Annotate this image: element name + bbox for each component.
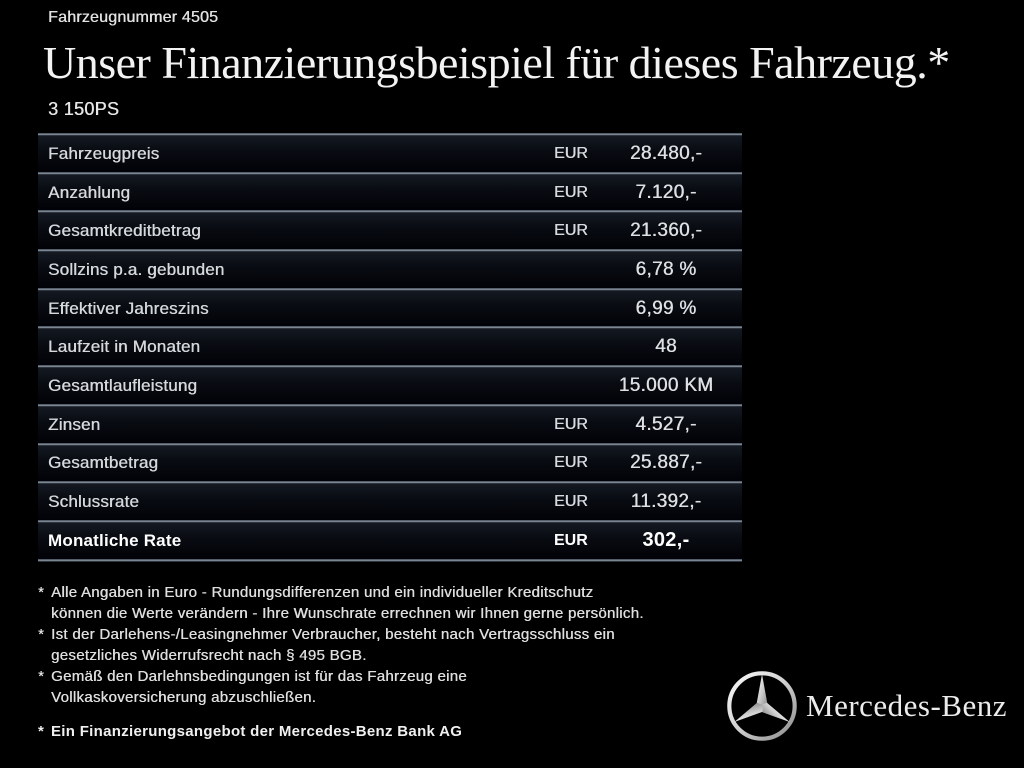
table-divider bbox=[38, 519, 742, 523]
row-value: 302,- bbox=[642, 529, 690, 552]
table-row: Anzahlung EUR 7.120,- bbox=[38, 174, 742, 211]
mercedes-star-icon bbox=[727, 671, 797, 741]
row-currency: EUR bbox=[554, 454, 588, 472]
table-row: Schlussrate EUR 11.392,- bbox=[38, 484, 742, 520]
table-divider bbox=[38, 133, 742, 136]
row-currency: EUR bbox=[554, 183, 588, 201]
row-label: Gesamtlaufleistung bbox=[48, 375, 198, 395]
row-value: 15.000 KM bbox=[618, 374, 714, 396]
row-currency: EUR bbox=[554, 222, 588, 240]
row-value: 4.527,- bbox=[635, 413, 697, 435]
row-label: Zinsen bbox=[48, 414, 101, 434]
table-row: Laufzeit in Monaten 48 bbox=[38, 329, 742, 366]
footnote-asterisk: * bbox=[38, 584, 45, 601]
footnote-line: Alle Angaben in Euro - Rundungsdifferenz… bbox=[51, 584, 594, 601]
footnotes: * Alle Angaben in Euro - Rundungsdiffere… bbox=[38, 582, 738, 742]
footnote-line: Ist der Darlehens-/Leasingnehmer Verbrau… bbox=[51, 626, 615, 643]
row-value: 6,78 % bbox=[635, 258, 697, 280]
table-row: Sollzins p.a. gebunden 6,78 % bbox=[38, 252, 742, 288]
footnote-bank-offer: * Ein Finanzierungsangebot der Mercedes-… bbox=[38, 721, 738, 742]
row-currency: EUR bbox=[554, 415, 588, 433]
page-title: Unser Finanzierungsbeispiel für dieses F… bbox=[43, 37, 950, 88]
footnote-asterisk: * bbox=[38, 668, 45, 685]
footnote-line: Ein Finanzierungsangebot der Mercedes-Be… bbox=[51, 723, 463, 740]
table-divider bbox=[38, 403, 742, 407]
footnote-line: Gemäß den Darlehnsbedingungen ist für da… bbox=[51, 668, 467, 685]
table-divider bbox=[38, 558, 742, 562]
table-divider bbox=[38, 365, 742, 369]
table-divider bbox=[38, 481, 742, 485]
row-currency: EUR bbox=[554, 144, 588, 162]
table-row: Zinsen EUR 4.527,- bbox=[38, 406, 742, 443]
row-value: 6,99 % bbox=[635, 297, 697, 319]
finance-table: Fahrzeugpreis EUR 28.480,- Anzahlung EUR… bbox=[38, 133, 742, 562]
table-row: Gesamtkreditbetrag EUR 21.360,- bbox=[38, 213, 742, 250]
row-label: Gesamtbetrag bbox=[48, 453, 159, 473]
table-divider bbox=[38, 287, 742, 291]
table-row: Gesamtbetrag EUR 25.887,- bbox=[38, 445, 742, 482]
table-divider bbox=[38, 442, 742, 446]
row-label: Anzahlung bbox=[48, 182, 131, 202]
table-divider bbox=[38, 171, 742, 175]
brand-area: Mercedes-Benz bbox=[724, 668, 1007, 744]
row-label: Laufzeit in Monaten bbox=[48, 337, 201, 357]
row-label: Gesamtkreditbetrag bbox=[48, 221, 201, 241]
table-divider bbox=[38, 210, 742, 214]
footnote: * Gemäß den Darlehnsbedingungen ist für … bbox=[38, 666, 738, 708]
row-value: 28.480,- bbox=[629, 142, 703, 164]
footnote-asterisk: * bbox=[38, 723, 45, 740]
footnote: * Ist der Darlehens-/Leasingnehmer Verbr… bbox=[38, 624, 738, 666]
row-label: Schlussrate bbox=[48, 492, 140, 512]
table-divider bbox=[38, 326, 742, 330]
row-value: 11.392,- bbox=[630, 491, 702, 513]
table-row: Fahrzeugpreis EUR 28.480,- bbox=[38, 136, 742, 172]
row-currency: EUR bbox=[554, 531, 588, 549]
table-row: Gesamtlaufleistung 15.000 KM bbox=[38, 368, 742, 404]
table-divider bbox=[38, 249, 742, 253]
row-value: 25.887,- bbox=[629, 452, 703, 474]
model-name: 3 150PS bbox=[48, 99, 120, 119]
mercedes-benz-wordmark: Mercedes-Benz bbox=[806, 688, 1008, 723]
footnote: * Alle Angaben in Euro - Rundungsdiffere… bbox=[38, 582, 738, 624]
row-label: Fahrzeugpreis bbox=[48, 143, 160, 163]
row-label: Monatliche Rate bbox=[48, 530, 182, 550]
row-currency: EUR bbox=[554, 493, 588, 511]
vehicle-number: Fahrzeugnummer 4505 bbox=[48, 9, 219, 26]
row-label: Effektiver Jahreszins bbox=[48, 298, 209, 318]
table-row-monthly-rate: Monatliche Rate EUR 302,- bbox=[38, 522, 742, 559]
footnote-line: gesetzliches Widerrufsrecht nach § 495 B… bbox=[51, 647, 367, 664]
row-label: Sollzins p.a. gebunden bbox=[48, 259, 225, 279]
row-value: 48 bbox=[655, 336, 677, 358]
footnote-line: Vollkaskoversicherung abzuschließen. bbox=[51, 689, 317, 706]
row-value: 7.120,- bbox=[635, 181, 697, 203]
row-value: 21.360,- bbox=[629, 220, 703, 242]
table-row: Effektiver Jahreszins 6,99 % bbox=[38, 290, 742, 327]
footnote-asterisk: * bbox=[38, 626, 45, 643]
footnote-line: können die Werte verändern - Ihre Wunsch… bbox=[51, 605, 644, 622]
